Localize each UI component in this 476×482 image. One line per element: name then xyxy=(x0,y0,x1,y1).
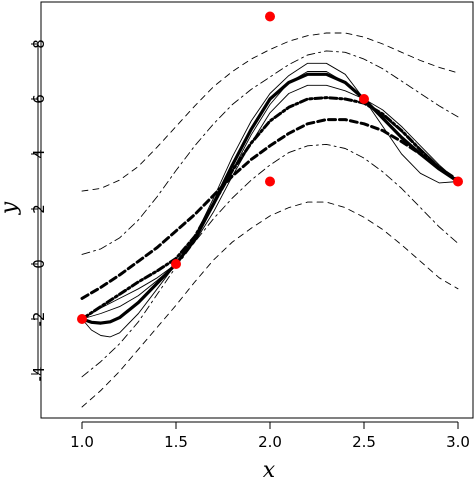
y-tick-label: 4 xyxy=(30,149,48,159)
x-tick-label: 2.0 xyxy=(258,433,282,451)
data-point xyxy=(265,11,275,22)
y-tick-label: 2 xyxy=(30,204,48,214)
series-line-2 xyxy=(81,62,459,338)
y-tick-label: -4 xyxy=(30,367,48,382)
series-line-6 xyxy=(80,118,460,300)
x-axis: 1.0 1.5 2.0 2.5 3.0 xyxy=(70,421,470,451)
curve-group xyxy=(80,32,460,408)
data-point xyxy=(265,176,275,187)
point-group xyxy=(77,11,463,324)
x-tick-label: 2.5 xyxy=(352,433,376,451)
x-tick-label: 3.0 xyxy=(446,433,470,451)
series-line-9 xyxy=(81,143,459,378)
series-line-3 xyxy=(81,84,459,320)
data-point xyxy=(453,176,463,187)
series-line-10 xyxy=(81,201,459,408)
y-axis: -4 -2 0 2 4 6 8 xyxy=(30,39,48,381)
y-tick-label: 6 xyxy=(30,94,48,104)
data-point xyxy=(171,259,181,269)
data-point xyxy=(77,314,87,324)
plot-box xyxy=(40,1,474,419)
x-axis-title: x xyxy=(263,458,276,482)
series-line-7 xyxy=(81,50,459,255)
y-axis-title: y xyxy=(0,201,22,215)
y-tick-label: -2 xyxy=(30,312,48,327)
y-tick-label: 8 xyxy=(30,39,48,49)
data-point xyxy=(359,94,369,104)
y-tick-label: 0 xyxy=(30,259,48,269)
x-tick-label: 1.0 xyxy=(70,433,94,451)
series-line-5 xyxy=(80,96,460,321)
series-line-8 xyxy=(81,32,459,192)
series-line-1 xyxy=(80,72,460,325)
x-tick-label: 1.5 xyxy=(164,433,188,451)
